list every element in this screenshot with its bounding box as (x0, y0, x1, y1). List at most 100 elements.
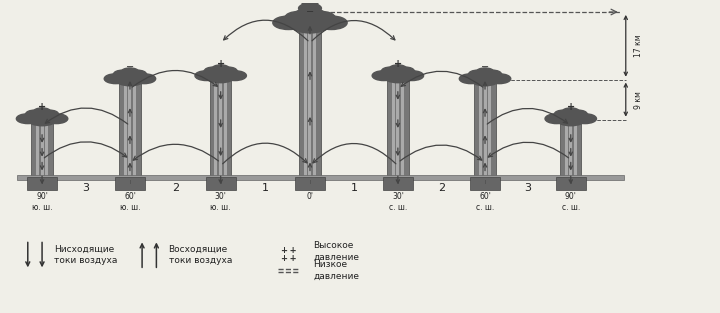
Text: Восходящие
токи воздуха: Восходящие токи воздуха (168, 244, 232, 265)
Circle shape (396, 67, 414, 75)
Circle shape (116, 74, 144, 86)
Bar (32, 120, 53, 181)
Bar (295, 177, 325, 190)
Circle shape (483, 70, 501, 78)
Text: 3: 3 (83, 182, 89, 192)
Circle shape (562, 108, 580, 115)
Bar (27, 177, 57, 190)
Bar (392, 77, 395, 181)
Circle shape (17, 114, 39, 124)
Circle shape (390, 65, 406, 72)
Circle shape (114, 70, 132, 78)
Bar (115, 177, 145, 190)
Text: + +
+ +: + + + + (281, 246, 297, 263)
Text: +: + (38, 102, 46, 112)
Circle shape (574, 114, 596, 124)
Circle shape (372, 71, 395, 80)
Bar (474, 80, 496, 181)
Bar (36, 120, 39, 181)
Circle shape (223, 71, 246, 80)
Circle shape (34, 108, 50, 115)
Bar (570, 120, 572, 181)
Circle shape (384, 70, 412, 83)
Circle shape (557, 113, 585, 126)
Text: 0': 0' (307, 192, 313, 201)
Bar (215, 77, 217, 181)
Bar (484, 80, 487, 181)
Circle shape (382, 67, 400, 75)
Text: 90'
ю. ш.: 90' ю. ш. (32, 192, 53, 212)
Text: 1: 1 (262, 182, 269, 192)
Bar (560, 120, 582, 181)
Bar (224, 77, 227, 181)
Text: 9 км: 9 км (634, 91, 644, 109)
Bar (313, 24, 316, 181)
Bar (219, 77, 222, 181)
Bar (206, 177, 235, 190)
Circle shape (219, 67, 237, 75)
Circle shape (545, 114, 568, 124)
Circle shape (132, 74, 156, 84)
Bar (556, 177, 586, 190)
Circle shape (401, 71, 423, 80)
Circle shape (302, 1, 318, 8)
Text: 2: 2 (172, 182, 179, 192)
Bar (574, 120, 577, 181)
Text: Низкое
давление: Низкое давление (314, 260, 359, 281)
Bar (383, 177, 413, 190)
Bar (488, 80, 491, 181)
Circle shape (273, 16, 305, 29)
Bar (124, 80, 127, 181)
Circle shape (285, 11, 314, 24)
Bar (45, 120, 48, 181)
Text: 60'
ю. ш.: 60' ю. ш. (120, 192, 140, 212)
Text: +: + (567, 102, 575, 112)
Text: 1: 1 (351, 182, 357, 192)
Bar (40, 120, 44, 181)
Circle shape (488, 74, 510, 84)
Circle shape (195, 71, 218, 80)
Bar (128, 80, 132, 181)
Bar (300, 24, 320, 181)
Circle shape (477, 68, 494, 75)
Circle shape (26, 110, 44, 118)
Text: Высокое
давление: Высокое давление (314, 241, 359, 262)
Text: 90'
с. ш.: 90' с. ш. (562, 192, 580, 212)
Bar (308, 24, 312, 181)
Circle shape (459, 74, 482, 84)
Circle shape (569, 110, 588, 118)
Bar (401, 77, 404, 181)
Circle shape (294, 8, 325, 22)
Circle shape (554, 110, 573, 118)
Circle shape (122, 68, 138, 75)
Circle shape (28, 113, 56, 126)
Bar (470, 177, 500, 190)
Text: 3: 3 (524, 182, 531, 192)
Text: 2: 2 (438, 182, 445, 192)
Circle shape (45, 114, 68, 124)
Text: −: − (306, 7, 314, 17)
Circle shape (290, 16, 330, 33)
Text: −: − (481, 62, 489, 72)
Text: +: + (217, 59, 225, 69)
Bar (397, 77, 400, 181)
Bar (210, 77, 231, 181)
Text: 17 км: 17 км (634, 34, 644, 57)
Bar (17, 175, 624, 181)
Circle shape (207, 70, 235, 83)
Text: Нисходящие
токи воздуха: Нисходящие токи воздуха (54, 244, 117, 265)
Bar (564, 120, 567, 181)
Circle shape (469, 70, 487, 78)
Circle shape (212, 65, 229, 72)
Circle shape (307, 11, 335, 24)
Text: 30'
с. ш.: 30' с. ш. (389, 192, 407, 212)
Bar (479, 80, 482, 181)
Text: 30'
ю. ш.: 30' ю. ш. (210, 192, 231, 212)
Text: +: + (394, 59, 402, 69)
Circle shape (128, 70, 146, 78)
Text: 60'
с. ш.: 60' с. ш. (476, 192, 494, 212)
Circle shape (204, 67, 222, 75)
Circle shape (299, 3, 321, 13)
Circle shape (471, 74, 499, 86)
Circle shape (104, 74, 127, 84)
